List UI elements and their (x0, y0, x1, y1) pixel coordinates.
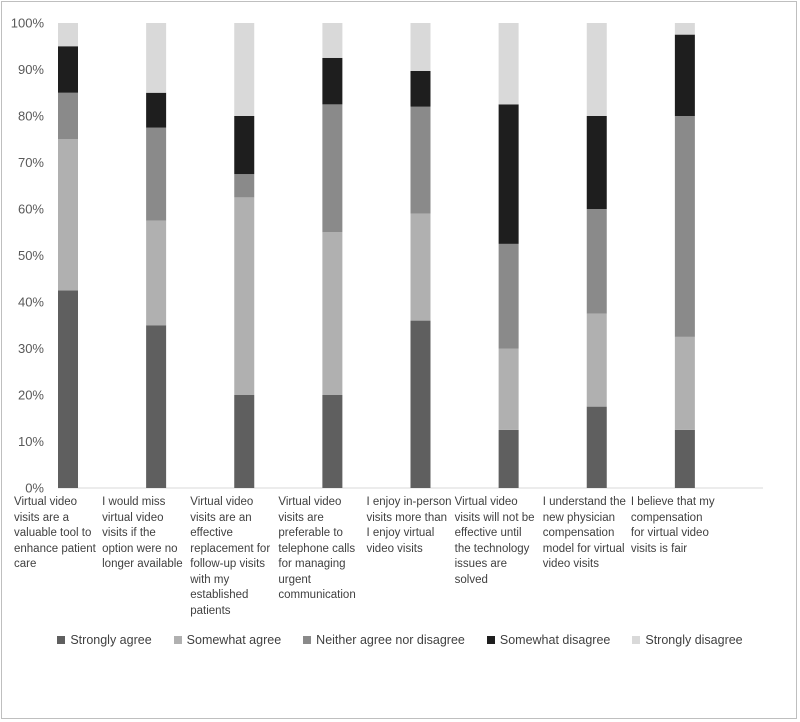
bar-segment (322, 104, 343, 233)
category-label: Virtual video visits will not be effecti… (454, 496, 535, 586)
bar-segment (674, 429, 695, 488)
bar-segment (146, 92, 167, 128)
bar-segment (322, 395, 343, 488)
bar-segment (58, 92, 78, 140)
y-tick-label: 70% (18, 155, 44, 170)
legend-item: Somewhat disagree (486, 633, 611, 647)
legend-item: Somewhat agree (173, 633, 282, 647)
legend-swatch (303, 636, 312, 644)
bar-segment (234, 395, 255, 488)
bar-segment (58, 46, 78, 93)
legend-label: Strongly disagree (645, 633, 743, 647)
legend-label: Neither agree nor disagree (316, 633, 465, 647)
bar-segment (586, 406, 607, 488)
bar-segment (146, 127, 167, 221)
bar-segment (674, 23, 695, 35)
bar-segment (586, 23, 607, 116)
bar-segment (674, 34, 695, 116)
legend-item: Neither agree nor disagree (303, 633, 465, 647)
category-label: Virtual video visits are preferable to t… (278, 496, 356, 601)
legend-item: Strongly disagree (632, 633, 743, 647)
legend-swatch (57, 636, 66, 644)
bar-segment (146, 325, 167, 488)
y-tick-label: 60% (18, 202, 44, 217)
bar-segment (58, 23, 78, 47)
bar-segment (410, 23, 431, 71)
bar-segment (410, 106, 431, 214)
bar-segment (234, 174, 255, 198)
bar-segment (58, 139, 78, 291)
bar-segment (322, 23, 343, 58)
bar-segment (586, 209, 607, 314)
legend: Strongly agree Somewhat agree Neither agre… (0, 630, 800, 650)
category-label: I understand the new physician compensat… (542, 496, 626, 570)
y-tick-label: 0% (25, 481, 44, 496)
bar-segment (674, 116, 695, 337)
y-tick-label: 50% (18, 248, 44, 263)
y-tick-label: 30% (18, 341, 44, 356)
bar-segment (322, 232, 343, 395)
y-axis: 0% 10% 20% 30% 40% 50% 60% 70% 80% 90% 100% (11, 16, 763, 496)
y-tick-label: 20% (18, 388, 44, 403)
bar-segment (322, 57, 343, 105)
y-tick-label: 10% (18, 434, 44, 449)
bar-segment (498, 429, 519, 488)
legend-label: Somewhat disagree (499, 633, 611, 647)
bar-segment (498, 104, 519, 244)
bar-segment (586, 313, 607, 407)
bar-segment (498, 348, 519, 430)
y-tick-label: 40% (18, 295, 44, 310)
bar-segment (498, 243, 519, 349)
bar-segment (234, 116, 255, 175)
bar-segment (410, 213, 431, 321)
y-tick-label: 80% (18, 109, 44, 124)
bar-segment (146, 23, 167, 93)
bars (58, 23, 695, 488)
legend-swatch (632, 636, 641, 644)
y-tick-label: 100% (11, 16, 45, 31)
category-label: I believe that my compensation for virtu… (630, 496, 715, 555)
bar-segment (674, 336, 695, 430)
legend-swatch (486, 636, 495, 644)
bar-segment (410, 70, 431, 107)
legend-swatch (173, 636, 182, 644)
category-label: I enjoy in-person visits more than I enj… (366, 496, 452, 555)
category-label: Virtual video visits are an effective re… (190, 496, 271, 617)
bar-segment (58, 290, 78, 488)
bar-segment (410, 320, 431, 488)
bar-segment (586, 116, 607, 209)
y-tick-label: 90% (18, 62, 44, 77)
legend-item: Strongly agree (57, 633, 152, 647)
bar-segment (498, 23, 519, 105)
bar-segment (234, 197, 255, 395)
legend-label: Strongly agree (70, 633, 152, 647)
category-label: I would miss virtual video visits if the… (102, 496, 183, 570)
legend-label: Somewhat agree (186, 633, 282, 647)
category-label: Virtual video visits are a valuable tool… (14, 496, 96, 570)
bar-segment (234, 23, 255, 116)
bar-segment (146, 220, 167, 326)
